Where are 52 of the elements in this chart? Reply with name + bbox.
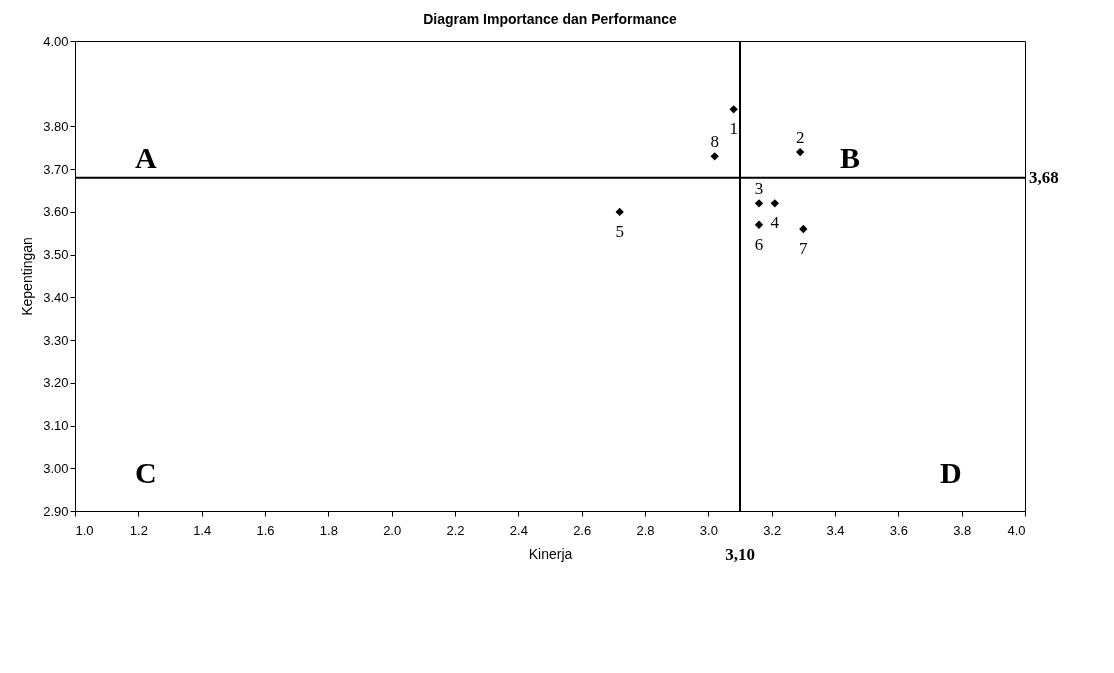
x-tick-label: 4.0 bbox=[1007, 522, 1026, 538]
point bbox=[729, 105, 738, 114]
x-tick-label: 1.2 bbox=[129, 522, 148, 538]
y-tick-label: 3.10 bbox=[43, 418, 69, 434]
point bbox=[615, 207, 624, 217]
point bbox=[754, 199, 764, 208]
y-tick-label: 2.90 bbox=[43, 503, 69, 519]
annotation: 4 bbox=[770, 213, 780, 233]
annotation: 7 bbox=[799, 239, 809, 258]
y-tick-label: 3.60 bbox=[43, 204, 69, 220]
y-tick-label: 3.70 bbox=[43, 161, 69, 177]
y-tick-label: 3.20 bbox=[43, 375, 69, 391]
x-tick-label: 2.0 bbox=[383, 522, 402, 538]
annotation: 2 bbox=[795, 128, 805, 148]
point bbox=[770, 199, 780, 208]
chart-title: Diagram Importance dan Performance bbox=[423, 11, 678, 27]
x-tick-label: 2.4 bbox=[509, 522, 528, 538]
y-tick-label: 3.30 bbox=[43, 332, 69, 348]
x-tick-label: 2.6 bbox=[573, 522, 592, 538]
annotation: 5 bbox=[615, 221, 624, 241]
x-tick-label: 2.8 bbox=[636, 522, 655, 538]
x-tick-label: 3.4 bbox=[826, 522, 845, 538]
annotation: 8 bbox=[710, 132, 719, 152]
point bbox=[710, 152, 719, 161]
annotation: D bbox=[940, 456, 962, 489]
x-tick-label: 1.4 bbox=[193, 522, 212, 538]
x-tick-label: 1.6 bbox=[256, 522, 275, 538]
annotation: 3 bbox=[754, 179, 764, 199]
point bbox=[754, 220, 764, 229]
point bbox=[799, 224, 808, 234]
annotation: A bbox=[135, 140, 157, 174]
x-tick-label: 3.6 bbox=[889, 522, 908, 538]
annotation: C bbox=[135, 456, 157, 489]
ref-line-label: 3,10 bbox=[725, 545, 755, 564]
y-tick-label: 3.50 bbox=[43, 247, 69, 263]
y-tick-label: 3.80 bbox=[43, 118, 69, 134]
x-tick-label: 3.0 bbox=[699, 522, 718, 538]
y-tick-label: 3.00 bbox=[43, 460, 69, 476]
y-axis-title: Kepentingan bbox=[19, 237, 36, 316]
y-tick-label: 3.40 bbox=[43, 289, 69, 305]
annotation: 1 bbox=[729, 119, 738, 139]
x-tick-label: 2.2 bbox=[446, 522, 465, 538]
ref-line-label: 3,68 bbox=[1029, 167, 1059, 187]
x-tick-label: 1.0 bbox=[75, 522, 94, 538]
x-axis-title: Kinerja bbox=[528, 545, 573, 562]
annotation: 6 bbox=[754, 234, 764, 254]
point bbox=[795, 147, 805, 157]
x-tick-label: 3.2 bbox=[763, 522, 782, 538]
y-tick-label: 4.00 bbox=[43, 33, 69, 49]
x-tick-label: 1.8 bbox=[319, 522, 338, 538]
x-tick-label: 3.8 bbox=[953, 522, 972, 538]
annotation: B bbox=[840, 140, 861, 174]
